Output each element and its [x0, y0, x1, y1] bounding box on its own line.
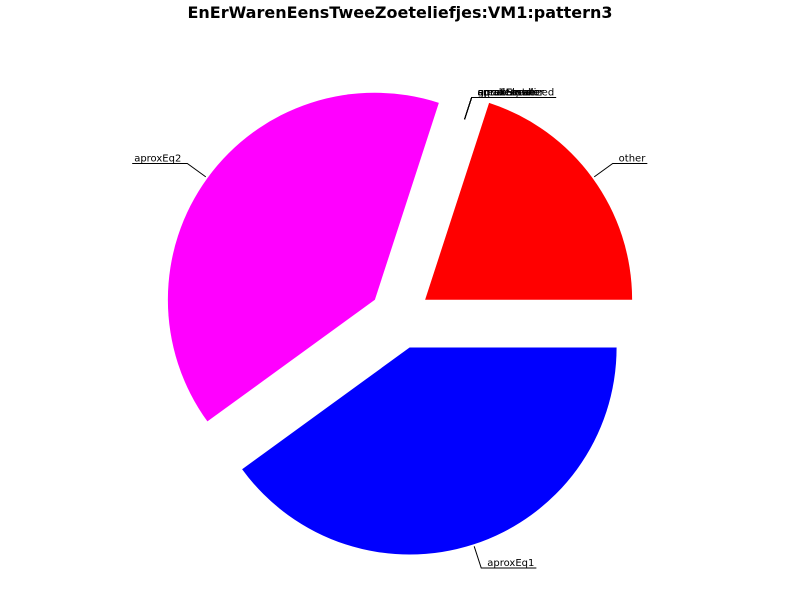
slice-label-other: other — [619, 153, 647, 164]
leader-line-aproxeq2 — [132, 162, 207, 178]
slice-label-greater: greater — [478, 88, 516, 99]
slice-label-aproxeq2: aproxEq2 — [134, 153, 181, 164]
slice-label-aproxsmaller: aproxSmaller — [478, 88, 545, 99]
slice-label-aprox: aprox — [478, 88, 506, 99]
slice-label-aproxfaster: aproxFaster — [478, 88, 537, 99]
leader-line-other — [593, 162, 648, 178]
leader-line-aproxequalized — [464, 97, 557, 120]
slice-label-aproxslower: aproxSlower — [478, 88, 541, 99]
slice-label-aproxequalized: aproxEqualized — [478, 88, 555, 99]
slice-label-equal: equal — [478, 88, 506, 99]
slice-label-smaller: smaller — [478, 88, 516, 99]
pie-slices — [167, 92, 633, 555]
pie-labels: other aproxequalgreatersmalleraproxGreate… — [132, 88, 648, 569]
pie-slice-aproxeq2 — [167, 92, 439, 422]
pie-slice-aproxeq1 — [242, 347, 617, 555]
chart-title: EnErWarenEensTweeZoeteliefjes:VM1:patter… — [187, 3, 612, 22]
leader-line-aproxeq1 — [473, 546, 537, 569]
slice-label-aproxgreater: aproxGreater — [478, 88, 545, 99]
pie-slice-other — [425, 102, 633, 300]
slice-label-aproxeq1: aproxEq1 — [487, 558, 534, 569]
